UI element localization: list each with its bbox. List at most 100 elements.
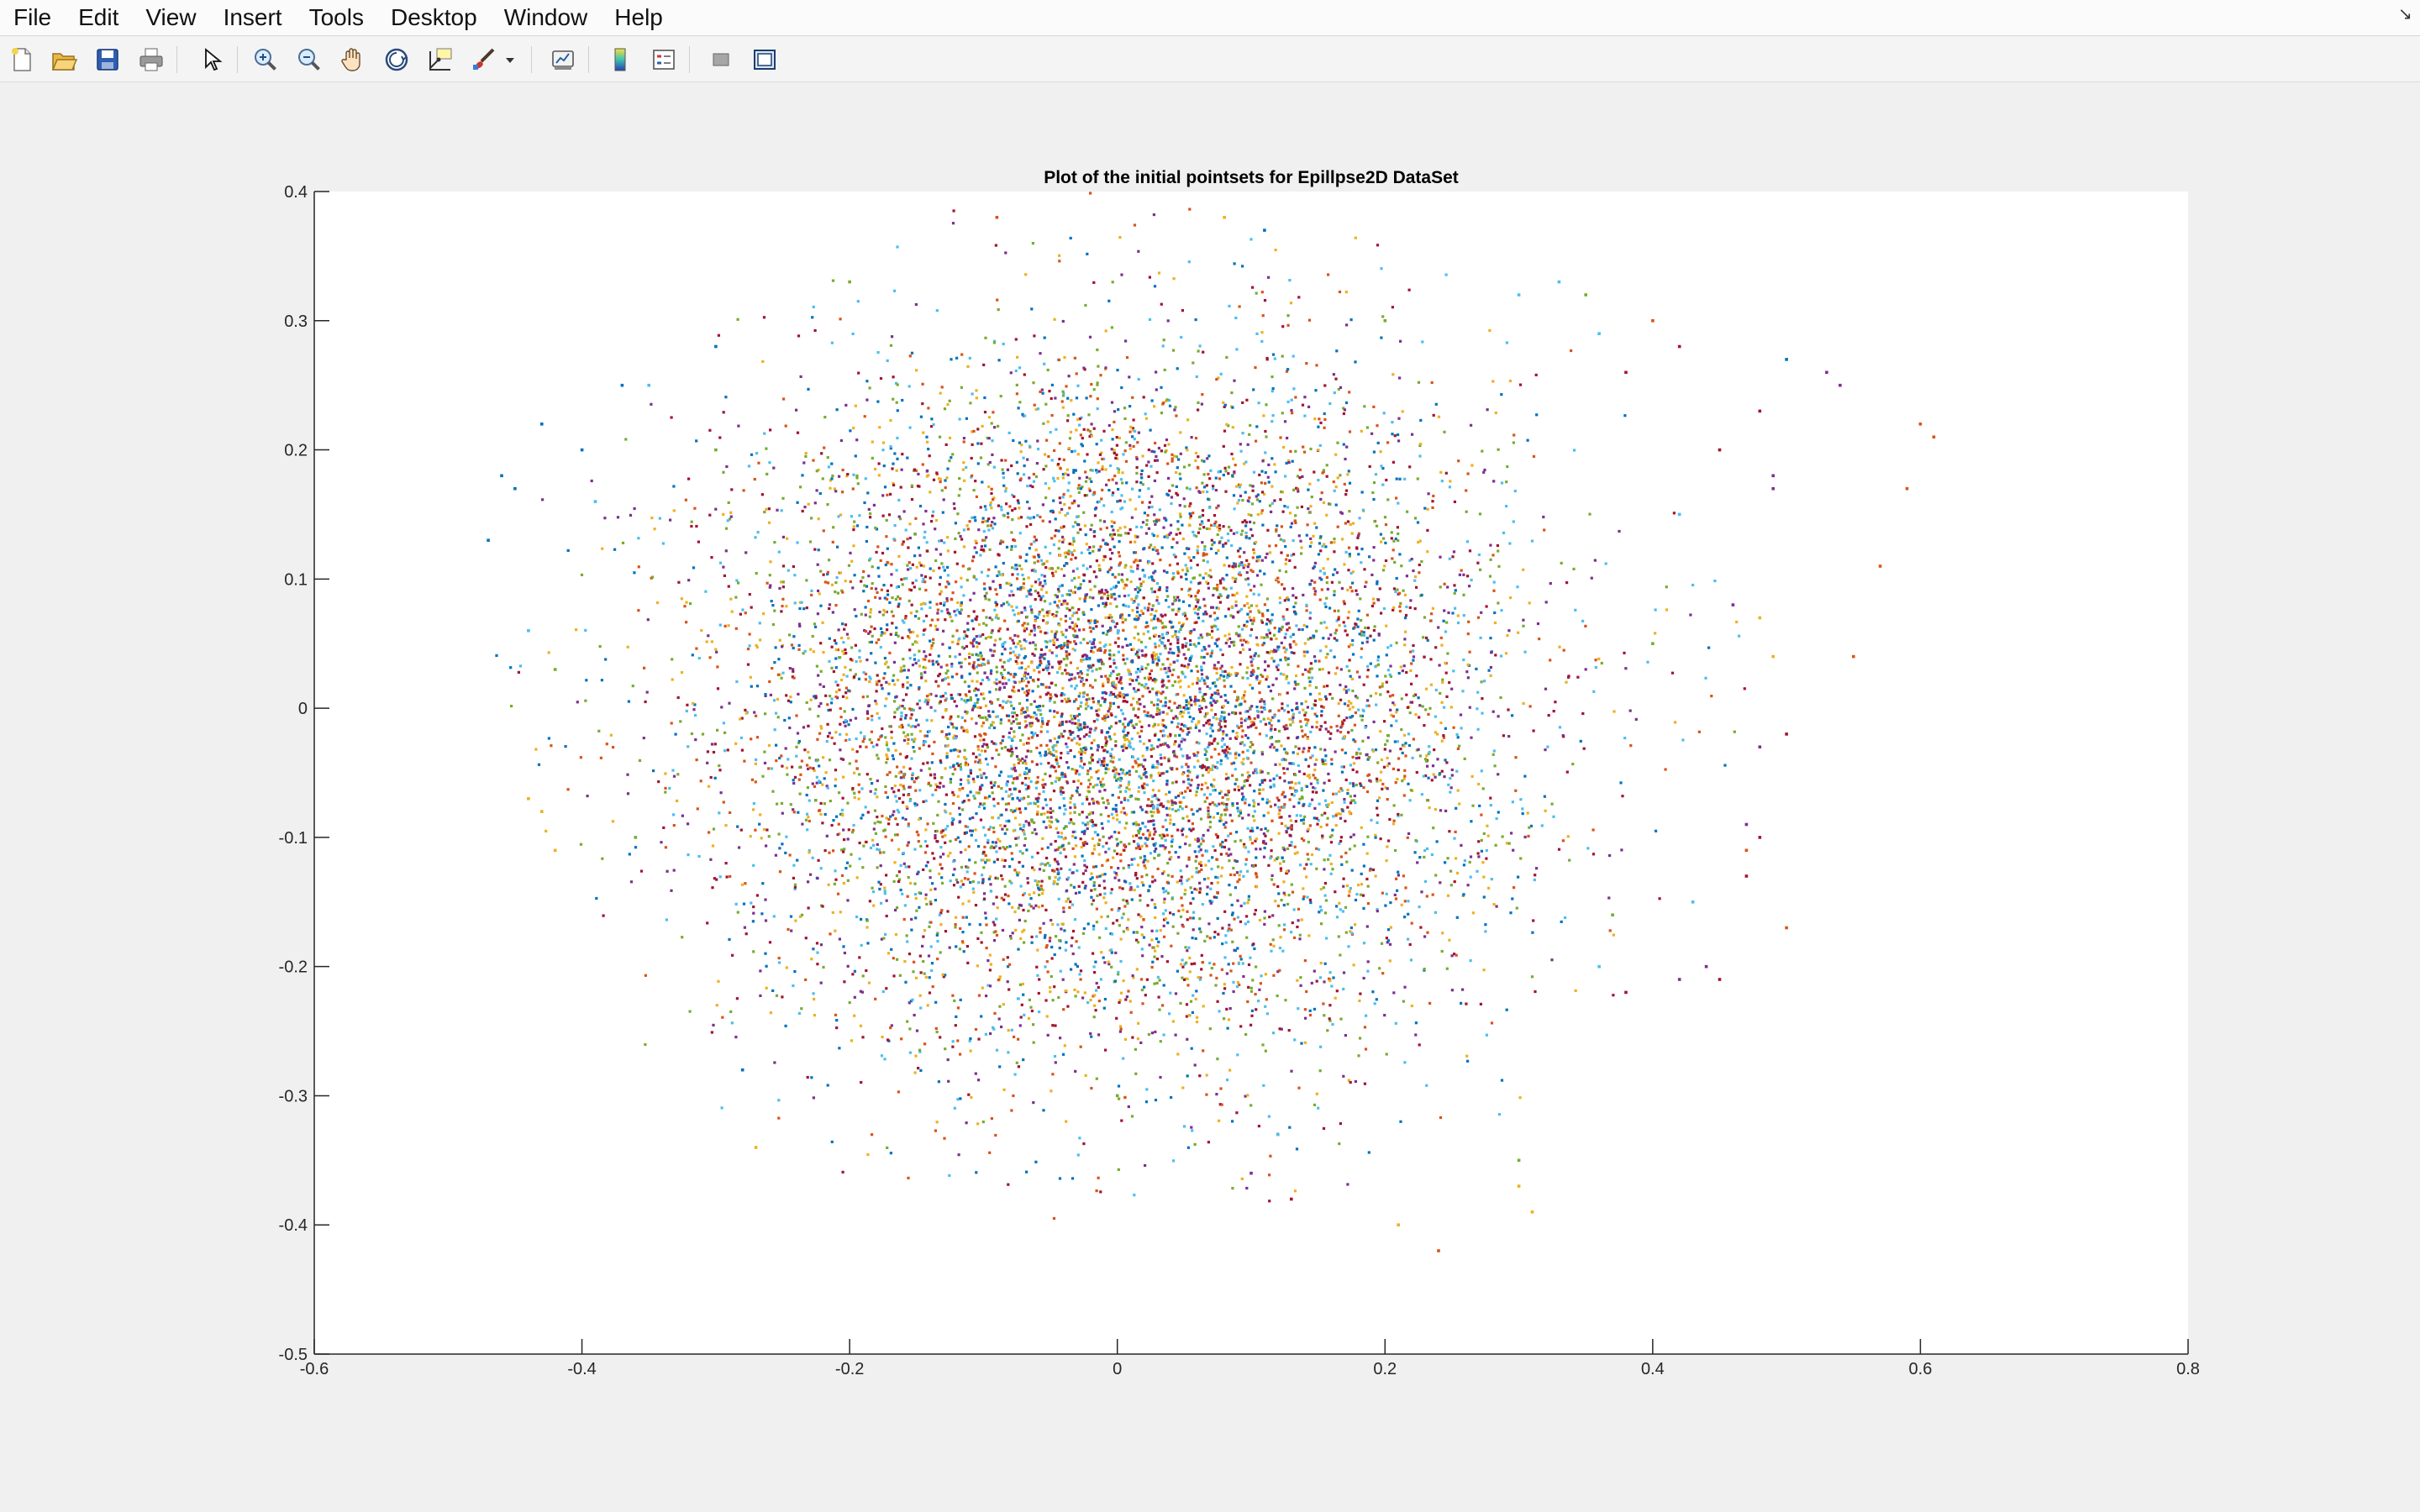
scatter-point — [1040, 717, 1044, 720]
axes-background[interactable] — [314, 192, 2188, 1354]
scatter-point — [1401, 669, 1404, 673]
scatter-point — [980, 692, 983, 696]
scatter-point — [1264, 842, 1267, 845]
scatter-point — [1182, 653, 1186, 656]
link-plot-icon[interactable] — [548, 45, 578, 75]
scatter-point — [971, 516, 974, 519]
menu-window[interactable]: Window — [503, 4, 588, 30]
scatter-point — [1333, 550, 1336, 554]
scatter-point — [1140, 978, 1144, 981]
scatter-point — [1218, 819, 1222, 822]
scatter-point — [1027, 737, 1030, 740]
scatter-point — [775, 759, 778, 763]
scatter-point — [979, 716, 982, 719]
menu-view[interactable]: View — [145, 4, 197, 30]
scatter-point — [910, 351, 914, 354]
scatter-point — [665, 918, 668, 921]
scatter-point — [1050, 413, 1054, 417]
save-icon[interactable] — [92, 45, 123, 75]
scatter-point — [1491, 380, 1495, 383]
menu-edit[interactable]: Edit — [78, 4, 119, 30]
scatter-point — [1186, 1146, 1190, 1149]
scatter-point — [1238, 753, 1241, 757]
brush-dropdown-icon[interactable] — [502, 45, 518, 75]
scatter-point — [1109, 690, 1113, 694]
scatter-point — [1282, 891, 1286, 895]
menu-help[interactable]: Help — [614, 4, 663, 30]
scatter-point — [841, 796, 844, 800]
scatter-point — [1313, 590, 1317, 593]
legend-icon[interactable] — [649, 45, 679, 75]
scatter-point — [1341, 910, 1344, 913]
scatter-point — [986, 743, 989, 747]
menu-tools[interactable]: Tools — [308, 4, 364, 30]
scatter-point — [1375, 998, 1378, 1001]
menu-file[interactable]: File — [13, 4, 52, 30]
scatter-point — [876, 795, 879, 799]
scatter-point — [717, 979, 720, 983]
scatter-point — [1207, 741, 1211, 744]
scatter-point — [1203, 545, 1207, 549]
scatter-point — [1218, 601, 1222, 604]
scatter-point — [959, 1053, 962, 1056]
scatter-point — [807, 502, 810, 506]
scatter-point — [1336, 441, 1339, 444]
scatter-point — [1244, 846, 1247, 849]
select-arrow-icon[interactable] — [197, 45, 227, 75]
scatter-point — [1071, 722, 1074, 725]
data-cursor-icon[interactable] — [425, 45, 455, 75]
scatter-point — [1544, 809, 1547, 812]
scatter-point — [923, 1042, 927, 1046]
rotate-3d-icon[interactable] — [381, 45, 412, 75]
scatter-point — [976, 775, 980, 779]
menu-insert[interactable]: Insert — [223, 4, 282, 30]
scatter-point — [1543, 528, 1546, 532]
show-plot-tools-icon[interactable] — [750, 45, 780, 75]
scatter-point — [995, 917, 998, 921]
scatter-point — [1192, 533, 1196, 537]
scatter-point — [1091, 837, 1094, 840]
scatter-point — [1237, 573, 1241, 576]
scatter-point — [1188, 604, 1192, 607]
scatter-point — [1211, 729, 1214, 732]
scatter-point — [788, 726, 792, 730]
open-file-icon[interactable] — [49, 45, 79, 75]
scatter-point — [1386, 756, 1389, 759]
hide-plot-tools-icon[interactable] — [706, 45, 736, 75]
scatter-point — [1155, 981, 1159, 984]
colorbar-icon[interactable] — [605, 45, 635, 75]
scatter-point — [1069, 661, 1072, 664]
scatter-point — [882, 465, 886, 468]
dock-arrow-icon[interactable]: ↘ — [2398, 5, 2412, 24]
scatter-point — [1262, 492, 1266, 496]
scatter-point — [885, 660, 888, 664]
scatter-point — [1012, 810, 1015, 813]
scatter-point — [1007, 774, 1010, 778]
print-icon[interactable] — [136, 45, 166, 75]
scatter-point — [1259, 680, 1262, 683]
scatter-point — [1082, 691, 1086, 695]
zoom-out-icon[interactable] — [294, 45, 324, 75]
scatter-point — [1249, 674, 1253, 677]
scatter-point — [1133, 840, 1136, 843]
scatter-point — [1086, 252, 1089, 255]
scatter-point — [999, 742, 1002, 745]
scatter-point — [1123, 449, 1127, 453]
scatter-point — [1389, 708, 1392, 711]
scatter-point — [708, 428, 712, 432]
pan-hand-icon[interactable] — [338, 45, 368, 75]
new-figure-icon[interactable] — [7, 45, 37, 75]
scatter-point — [1045, 944, 1049, 948]
scatter-point — [1297, 1007, 1300, 1011]
scatter-point — [1119, 616, 1123, 619]
scatter-point — [1151, 604, 1155, 607]
scatter-point — [744, 711, 748, 715]
zoom-in-icon[interactable] — [250, 45, 281, 75]
scatter-point — [1086, 821, 1090, 824]
brush-icon[interactable] — [469, 45, 499, 75]
scatter-point — [1308, 544, 1312, 548]
scatter-point — [1167, 443, 1171, 446]
menu-desktop[interactable]: Desktop — [390, 4, 477, 30]
scatter-point — [1188, 827, 1192, 831]
scatter-point — [1063, 804, 1066, 807]
